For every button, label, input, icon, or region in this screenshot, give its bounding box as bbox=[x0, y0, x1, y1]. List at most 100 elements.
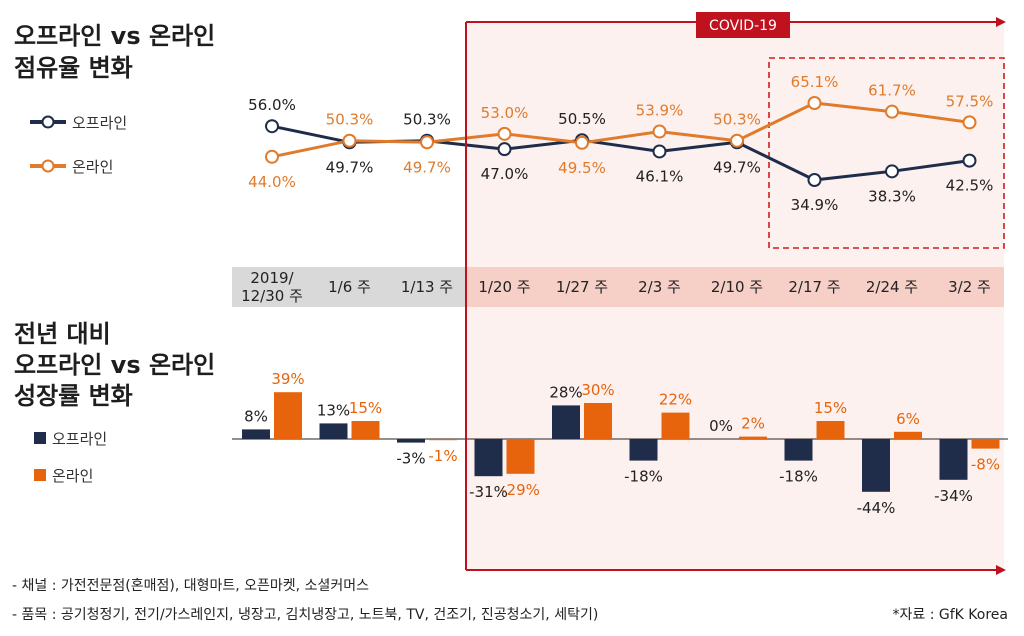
growth-value-label-online: 2% bbox=[741, 415, 765, 433]
growth-bar-online bbox=[584, 403, 612, 439]
share-point-online bbox=[962, 115, 977, 130]
growth-value-label-online: -1% bbox=[428, 447, 457, 465]
legend-offline-marker bbox=[41, 115, 55, 129]
growth-bar-online bbox=[274, 392, 302, 439]
share-line-plot: 56.0% 49.7% 50.3% 47.0% 50.5% 46.1% 49.7% 34.9%… bbox=[248, 73, 993, 214]
legend-offline-swatch bbox=[34, 432, 46, 444]
legend-offline-label: 오프라인 bbox=[72, 114, 127, 132]
growth-chart-title: 전년 대비 오프라인 vs 온라인 성장률 변화 bbox=[14, 320, 224, 410]
week-header-band: 2019/12/30 주 1/6 주 1/13 주 1/20 주 1/27 주 2/3 주… bbox=[232, 267, 1004, 307]
growth-bar-online bbox=[971, 439, 1000, 449]
share-point-online bbox=[885, 104, 899, 119]
share-point-offline bbox=[962, 153, 977, 168]
share-value-label-online: 65.1% bbox=[791, 73, 839, 91]
share-point-offline bbox=[807, 173, 822, 187]
covid-label: COVID-19 bbox=[709, 18, 777, 34]
share-value-label-offline: 50.5% bbox=[558, 110, 606, 128]
growth-value-label-offline: -31% bbox=[469, 483, 508, 501]
growth-value-label-offline: 8% bbox=[244, 407, 268, 425]
legend-bar-offline-label: 오프라인 bbox=[52, 430, 107, 448]
growth-bar-offline bbox=[784, 439, 813, 461]
growth-value-label-offline: 0% bbox=[709, 417, 733, 435]
share-value-label-online: 53.9% bbox=[636, 102, 684, 120]
growth-bar-online bbox=[739, 436, 767, 439]
growth-bar-online bbox=[894, 431, 922, 439]
share-value-label-online: 44.0% bbox=[248, 173, 296, 191]
share-value-label-offline: 38.3% bbox=[868, 187, 916, 205]
share-value-label-offline: 46.1% bbox=[636, 167, 684, 185]
growth-bar-offline bbox=[552, 405, 580, 439]
share-value-label-offline: 42.5% bbox=[946, 177, 994, 195]
share-point-online bbox=[575, 135, 589, 150]
week-label: 2/17 주 bbox=[788, 278, 840, 296]
growth-value-label-offline: -18% bbox=[624, 468, 663, 486]
week-band-covid bbox=[466, 267, 1004, 307]
growth-value-label-online: 39% bbox=[271, 370, 304, 388]
share-value-label-online: 50.3% bbox=[713, 111, 761, 129]
week-label: 2/3 주 bbox=[638, 278, 681, 296]
growth-bar-online bbox=[351, 421, 380, 439]
share-value-label-online: 61.7% bbox=[868, 82, 916, 100]
share-chart-title: 오프라인 vs 온라인 점유율 변화 bbox=[14, 22, 224, 82]
share-point-offline bbox=[265, 119, 279, 134]
growth-value-label-offline: -18% bbox=[779, 468, 818, 486]
growth-value-label-offline: 13% bbox=[317, 401, 350, 419]
growth-bar-offline bbox=[474, 439, 503, 477]
share-point-online bbox=[652, 124, 667, 139]
share-value-label-offline: 49.7% bbox=[713, 158, 761, 176]
share-value-label-offline: 56.0% bbox=[248, 96, 296, 114]
footnote-channel: - 채널 : 가전전문점(혼매점), 대형마트, 오픈마켓, 소셜커머스 bbox=[12, 578, 369, 594]
legend-online-label: 온라인 bbox=[72, 158, 113, 176]
growth-value-label-offline: 28% bbox=[549, 383, 582, 401]
share-point-online bbox=[497, 126, 512, 141]
growth-bar-online bbox=[661, 412, 690, 439]
growth-value-label-online: 6% bbox=[896, 410, 920, 428]
growth-value-label-offline: -44% bbox=[857, 499, 896, 517]
share-value-label-online: 49.7% bbox=[403, 158, 451, 176]
covid-highlight-box bbox=[768, 57, 1005, 249]
growth-chart-title-line-3: 성장률 변화 bbox=[14, 382, 133, 410]
growth-bar-online bbox=[506, 439, 535, 474]
share-value-label-offline: 47.0% bbox=[481, 165, 529, 183]
share-point-online bbox=[342, 133, 357, 148]
share-chart-title-line-1: 오프라인 vs 온라인 bbox=[14, 22, 215, 50]
share-point-offline bbox=[885, 164, 899, 179]
growth-bar-offline bbox=[397, 439, 425, 443]
share-point-online bbox=[730, 133, 744, 148]
growth-value-label-offline: -34% bbox=[934, 487, 973, 505]
week-label: 1/6 주 bbox=[328, 278, 371, 296]
share-point-online bbox=[265, 149, 279, 164]
growth-value-label-online: 15% bbox=[814, 399, 847, 417]
share-value-label-online: 50.3% bbox=[326, 111, 374, 129]
growth-chart-title-line-2: 오프라인 vs 온라인 bbox=[14, 351, 215, 379]
growth-bar-offline bbox=[862, 439, 890, 492]
growth-bar-plot: 8%39%13%15%-3% -1%-31%-29%28%30%-18%22%0%… bbox=[232, 370, 1008, 517]
growth-legend: 오프라인 온라인 bbox=[34, 430, 107, 485]
growth-bar-offline bbox=[319, 423, 348, 439]
share-point-online bbox=[420, 135, 434, 150]
growth-bar-online bbox=[816, 421, 845, 439]
footnote-source: *자료 : GfK Korea bbox=[893, 607, 1008, 623]
share-value-label-online: 53.0% bbox=[481, 104, 529, 122]
legend-online-swatch bbox=[34, 469, 46, 481]
share-value-label-online: 57.5% bbox=[946, 92, 994, 110]
growth-value-label-online: -29% bbox=[501, 481, 540, 499]
week-label: 1/27 주 bbox=[556, 278, 608, 296]
week-label: 2/10 주 bbox=[711, 278, 763, 296]
growth-bar-online bbox=[429, 439, 457, 441]
share-value-label-offline: 34.9% bbox=[791, 196, 839, 214]
week-label: 2/24 주 bbox=[866, 278, 918, 296]
share-value-label-online: 49.5% bbox=[558, 159, 606, 177]
share-chart-title-line-2: 점유율 변화 bbox=[14, 54, 133, 82]
week-label: 1/13 주 bbox=[401, 278, 453, 296]
growth-value-label-online: 22% bbox=[659, 391, 692, 409]
legend-bar-online-label: 온라인 bbox=[52, 467, 93, 485]
growth-value-label-online: 15% bbox=[349, 399, 382, 417]
week-label: 1/20 주 bbox=[478, 278, 530, 296]
share-value-label-offline: 50.3% bbox=[403, 111, 451, 129]
share-point-offline bbox=[497, 142, 512, 157]
growth-chart-title-line-1: 전년 대비 bbox=[14, 320, 111, 348]
growth-bar-offline bbox=[242, 429, 270, 439]
share-point-offline bbox=[652, 144, 667, 159]
